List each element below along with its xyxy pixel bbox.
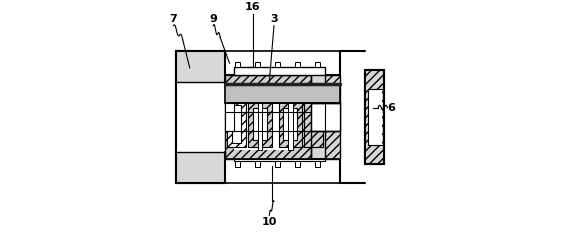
Bar [225, 75, 311, 159]
Polygon shape [225, 159, 339, 183]
Bar [275, 161, 280, 167]
Text: 16: 16 [245, 2, 261, 12]
Bar [279, 101, 302, 147]
Bar [365, 70, 384, 164]
Bar [176, 51, 225, 183]
Bar [255, 161, 260, 167]
Bar [365, 70, 384, 164]
Bar [234, 159, 325, 161]
Text: 6: 6 [387, 103, 395, 113]
Bar [225, 103, 234, 131]
Bar [311, 103, 339, 131]
Bar [253, 108, 267, 140]
Bar [283, 108, 297, 140]
Bar [295, 161, 300, 167]
Text: 9: 9 [209, 14, 217, 24]
Bar [235, 161, 241, 167]
Bar [248, 101, 271, 147]
Bar [257, 98, 262, 150]
Bar [235, 62, 241, 67]
Bar [255, 62, 260, 67]
Bar [225, 51, 339, 75]
Bar [234, 67, 325, 75]
Bar [325, 75, 339, 159]
Bar [275, 62, 280, 67]
Bar [176, 70, 225, 164]
Bar [305, 101, 323, 147]
Polygon shape [225, 51, 339, 75]
Text: 10: 10 [262, 217, 277, 227]
Text: 3: 3 [270, 14, 278, 24]
Bar [227, 101, 246, 147]
Bar [311, 75, 339, 159]
Bar [225, 159, 339, 183]
Bar [176, 152, 225, 183]
Bar [225, 84, 339, 103]
Bar [234, 103, 293, 150]
Bar [176, 51, 225, 82]
Bar [311, 103, 325, 131]
Text: 7: 7 [170, 14, 177, 24]
Bar [295, 62, 300, 67]
Bar [315, 161, 320, 167]
Bar [288, 98, 293, 150]
Bar [368, 89, 382, 145]
Bar [232, 105, 241, 143]
Bar [315, 62, 320, 67]
